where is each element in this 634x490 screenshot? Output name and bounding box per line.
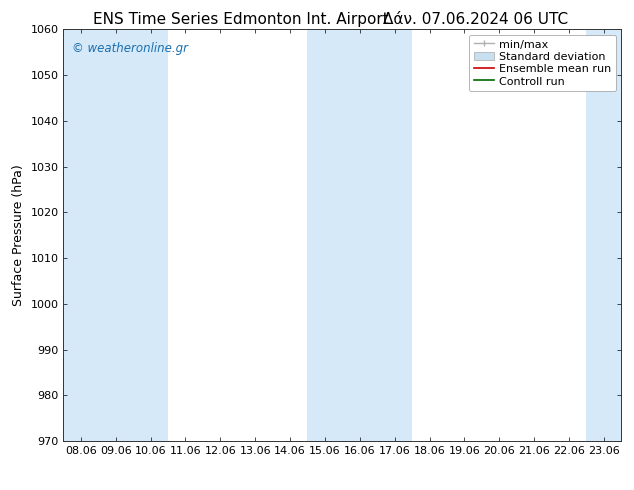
Bar <box>63 29 98 441</box>
Text: © weatheronline.gr: © weatheronline.gr <box>72 42 188 55</box>
Bar <box>342 29 377 441</box>
Bar <box>133 29 168 441</box>
Bar <box>586 29 621 441</box>
Bar <box>307 29 342 441</box>
Text: Δάν. 07.06.2024 06 UTC: Δάν. 07.06.2024 06 UTC <box>383 12 568 27</box>
Bar <box>377 29 412 441</box>
Y-axis label: Surface Pressure (hPa): Surface Pressure (hPa) <box>12 164 25 306</box>
Bar <box>98 29 133 441</box>
Text: ENS Time Series Edmonton Int. Airport: ENS Time Series Edmonton Int. Airport <box>93 12 389 27</box>
Legend: min/max, Standard deviation, Ensemble mean run, Controll run: min/max, Standard deviation, Ensemble me… <box>469 35 616 91</box>
